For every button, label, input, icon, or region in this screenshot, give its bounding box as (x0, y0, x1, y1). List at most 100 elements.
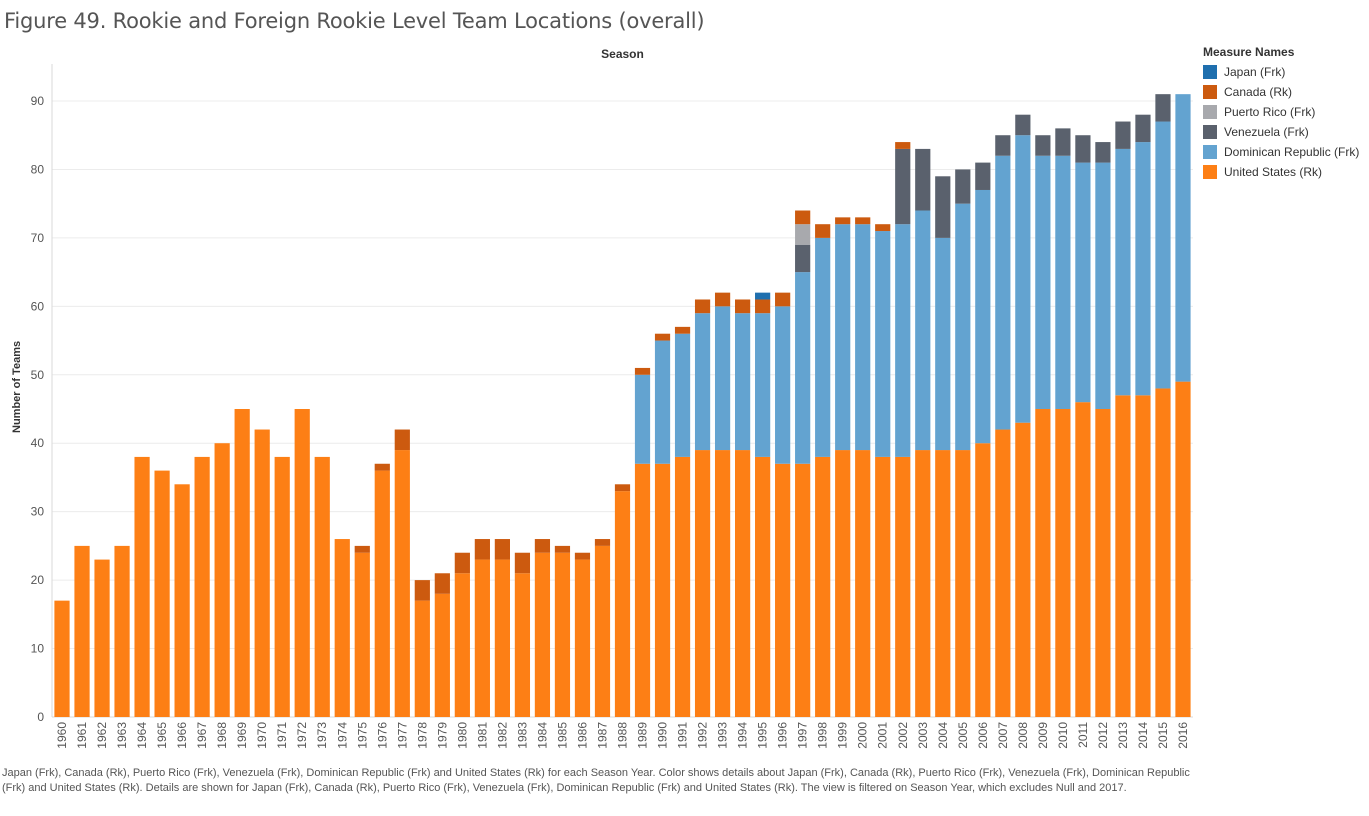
bar-segment (955, 450, 971, 717)
x-tick-label: 1968 (215, 722, 229, 749)
legend: Measure Names Japan (Frk) Canada (Rk) Puer… (1203, 45, 1359, 182)
bar-segment (714, 292, 731, 307)
x-tick-label: 2016 (1176, 722, 1190, 749)
bar-segment (755, 292, 771, 300)
x-tick-label: 1992 (696, 722, 710, 749)
bar-segment (1155, 94, 1171, 122)
bar-segment (855, 224, 871, 451)
bar-segment (334, 539, 350, 717)
bar-segment (674, 456, 691, 717)
bar-segment (714, 450, 731, 717)
season-header: Season (601, 47, 644, 61)
bar-segment (775, 306, 791, 464)
x-tick-label: 2014 (1136, 722, 1150, 749)
bar-segment (434, 573, 450, 594)
bar-segment (514, 552, 531, 574)
bar-segment (594, 545, 611, 717)
x-tick-label: 1997 (796, 722, 810, 749)
bar-segment (1035, 409, 1051, 717)
bar-segment (775, 292, 791, 307)
bar-segment (414, 580, 430, 601)
x-tick-label: 1991 (676, 722, 690, 749)
bar-segment (975, 189, 991, 444)
y-tick-label: 10 (31, 642, 45, 656)
bar-segment (815, 456, 831, 717)
x-tick-label: 2004 (936, 722, 950, 749)
legend-item[interactable]: Dominican Republic (Frk) (1203, 142, 1359, 162)
legend-swatch (1203, 65, 1217, 79)
y-tick-label: 0 (37, 710, 44, 724)
bar-segment (995, 135, 1011, 156)
legend-swatch (1203, 85, 1217, 99)
x-tick-label: 1987 (595, 722, 609, 749)
x-tick-label: 1971 (275, 722, 289, 749)
bar-segment (915, 148, 931, 211)
bar-segment (74, 545, 90, 717)
bar-segment (1035, 155, 1051, 409)
x-tick-label: 1982 (495, 722, 509, 749)
x-tick-label: 1995 (756, 722, 770, 749)
bar-segment (1155, 388, 1171, 717)
bar-segment (1115, 121, 1131, 149)
bar-segment (434, 593, 450, 717)
bar-segment (1075, 135, 1091, 163)
bar-segment (394, 429, 410, 451)
x-tick-label: 1994 (736, 722, 750, 749)
y-tick-label: 80 (31, 162, 45, 176)
y-tick-label: 60 (31, 299, 45, 313)
bar-segment (895, 142, 911, 149)
bar-segment (714, 306, 731, 451)
legend-title: Measure Names (1203, 45, 1295, 59)
legend-swatch (1203, 165, 1217, 179)
bar-segment (614, 491, 631, 717)
x-tick-label: 1965 (155, 722, 169, 749)
legend-label: United States (Rk) (1224, 165, 1323, 179)
legend-item[interactable]: United States (Rk) (1203, 162, 1359, 182)
bar-segment (1095, 162, 1111, 409)
x-tick-label: 1984 (535, 722, 549, 749)
x-tick-label: 1993 (716, 722, 730, 749)
x-tick-label: 1973 (315, 722, 329, 749)
bar-segment (1175, 94, 1191, 382)
x-tick-label: 1990 (656, 722, 670, 749)
bar-segment (795, 224, 811, 245)
y-tick-label: 20 (31, 573, 45, 587)
bar-segment (134, 456, 150, 717)
bar-segment (454, 552, 470, 574)
bar-segment (394, 450, 410, 717)
bar-segment (975, 162, 991, 190)
x-tick-label: 2008 (1016, 722, 1030, 749)
bar-segment (634, 367, 651, 375)
x-tick-label: 2002 (896, 722, 910, 749)
y-tick-label: 40 (31, 436, 45, 450)
legend-label: Venezuela (Frk) (1224, 125, 1309, 139)
x-tick-label: 1964 (135, 722, 149, 749)
bar-segment (755, 456, 771, 717)
legend-item[interactable]: Canada (Rk) (1203, 82, 1359, 102)
x-tick-label: 1974 (335, 722, 349, 749)
bar-segment (214, 443, 230, 717)
bar-segment (795, 210, 811, 225)
bar-segment (1015, 135, 1031, 423)
x-tick-label: 1966 (175, 722, 189, 749)
bar-segment (574, 552, 591, 560)
bar-segment (354, 545, 370, 553)
legend-item[interactable]: Puerto Rico (Frk) (1203, 102, 1359, 122)
x-tick-label: 1963 (115, 722, 129, 749)
bar-segment (314, 456, 330, 717)
x-tick-label: 1977 (395, 722, 409, 749)
bar-segment (1015, 114, 1031, 136)
legend-items: Japan (Frk) Canada (Rk) Puerto Rico (Frk) V… (1203, 62, 1359, 182)
bar-segment (494, 539, 510, 560)
x-tick-label: 1972 (295, 722, 309, 749)
x-tick-label: 1962 (95, 722, 109, 749)
bar-segment (1115, 148, 1131, 396)
bar-segment (935, 176, 951, 238)
x-tick-label: 1983 (515, 722, 529, 749)
legend-item[interactable]: Japan (Frk) (1203, 62, 1359, 82)
bar-segment (855, 450, 871, 717)
bar-segment (755, 299, 771, 314)
x-tick-label: 1986 (575, 722, 589, 749)
bar-segment (1075, 162, 1091, 403)
legend-item[interactable]: Venezuela (Frk) (1203, 122, 1359, 142)
